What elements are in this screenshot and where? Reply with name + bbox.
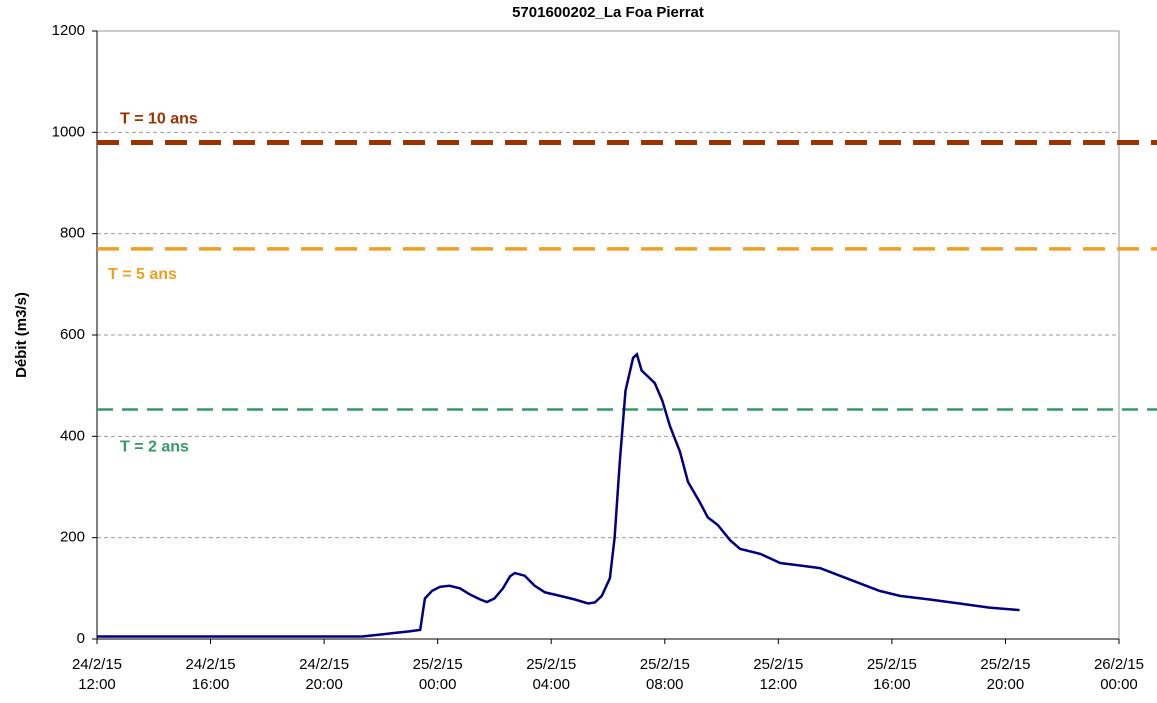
x-tick-label: 26/2/15 00:00 (1093, 656, 1145, 693)
x-tick-label: 24/2/15 16:00 (185, 656, 236, 693)
x-tick-label: 25/2/15 04:00 (526, 656, 577, 693)
x-tick-label: 24/2/15 12:00 (71, 656, 123, 693)
y-axis-label: Débit (m3/s) (13, 292, 30, 378)
data-line (97, 352, 1020, 638)
x-tick-label: 25/2/15 12:00 (753, 656, 804, 693)
y-tick-label: 600 (60, 326, 85, 343)
threshold-label: T = 2 ans (120, 439, 189, 456)
y-tick-label: 400 (60, 427, 85, 444)
x-tick-label: 25/2/15 16:00 (866, 656, 917, 693)
chart-title: 5701600202_La Foa Pierrat (512, 4, 704, 21)
y-tick-label: 0 (77, 630, 85, 647)
x-tick-label: 25/2/15 00:00 (412, 656, 463, 693)
x-tick-label: 24/2/15 20:00 (299, 656, 350, 693)
threshold-label: T = 10 ans (120, 111, 198, 128)
x-tick-label: 25/2/15 08:00 (639, 656, 690, 693)
x-tick-label: 25/2/15 20:00 (980, 656, 1031, 693)
y-tick-label: 1000 (52, 123, 85, 140)
y-tick-label: 1200 (52, 22, 85, 39)
threshold-label: T = 5 ans (108, 266, 177, 283)
y-tick-label: 200 (60, 529, 85, 546)
y-tick-label: 800 (60, 225, 85, 242)
